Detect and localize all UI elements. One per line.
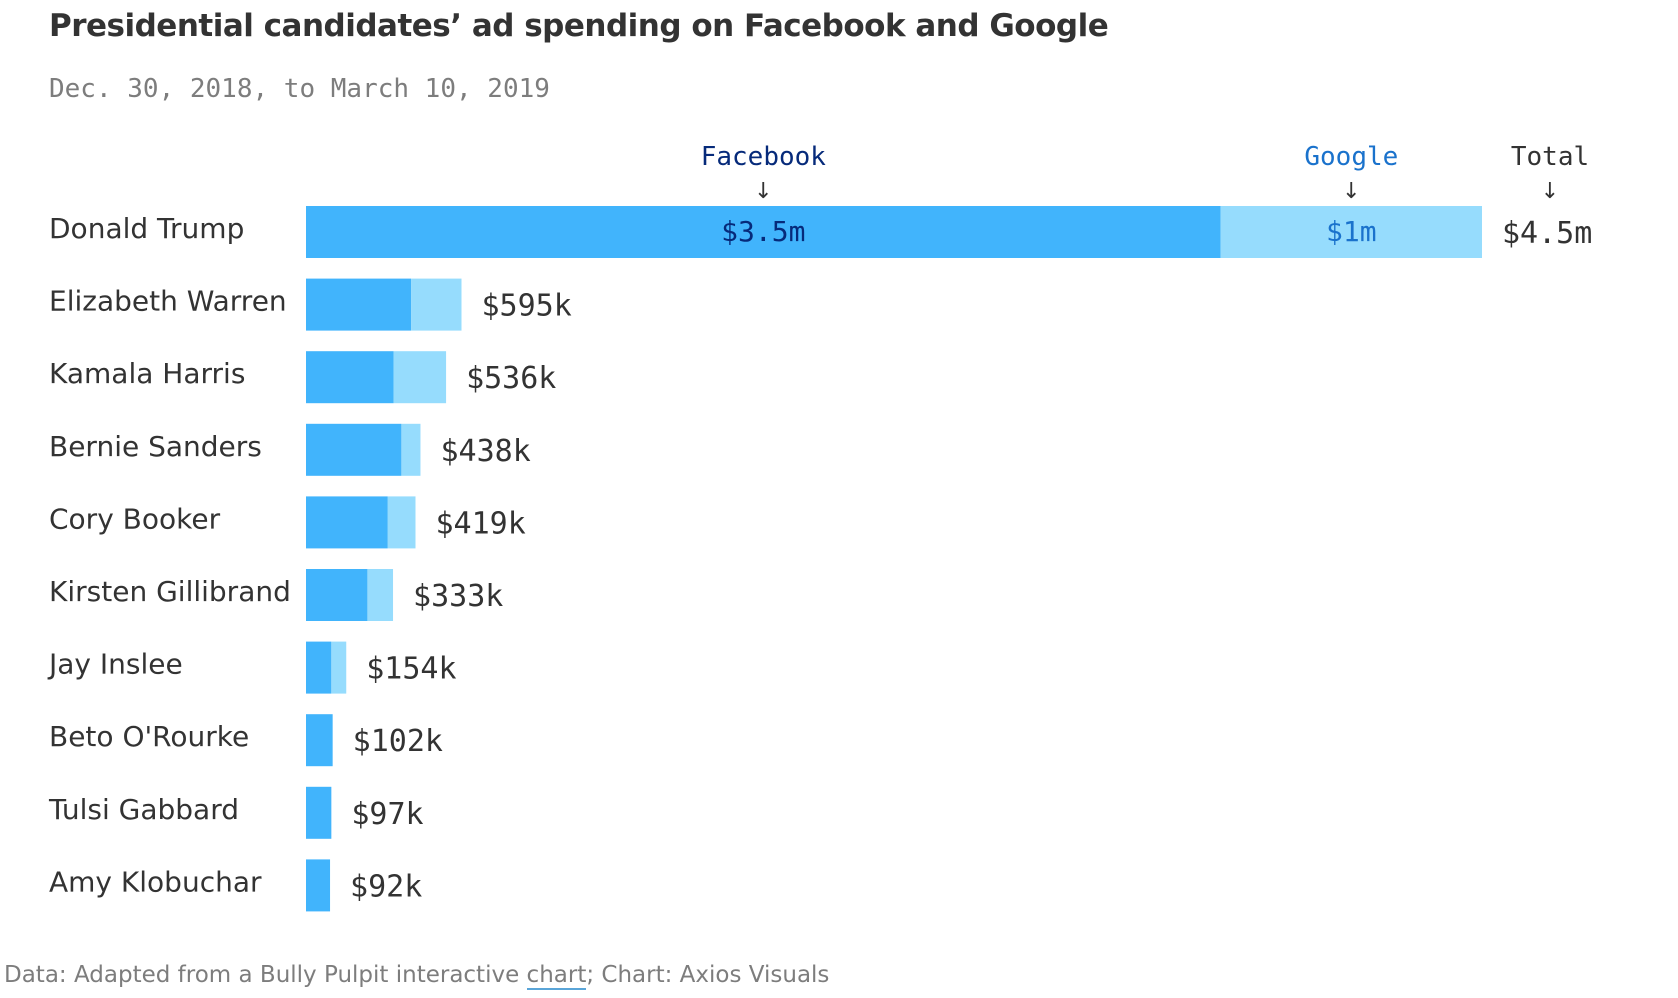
category-label-elizabeth-warren: Elizabeth Warren: [49, 285, 287, 318]
category-label-jay-inslee: Jay Inslee: [47, 648, 183, 681]
total-label-cory-booker: $419k: [435, 506, 525, 541]
total-label-tulsi-gabbard: $97k: [351, 797, 423, 832]
bar-row-jay-inslee: Jay Inslee $154k: [47, 641, 457, 694]
footer-credit-text: ; Chart: Axios Visuals: [586, 962, 830, 988]
footer-source-text: Data: Adapted from a Bully Pulpit intera…: [4, 962, 527, 988]
category-label-amy-klobuchar: Amy Klobuchar: [49, 865, 262, 898]
bar-facebook-jay-inslee: [306, 641, 332, 694]
bar-facebook-kirsten-gillibrand: [306, 569, 368, 621]
chart-subtitle: Dec. 30, 2018, to March 10, 2019: [49, 74, 550, 104]
bar-facebook-tulsi-gabbard: [306, 786, 332, 839]
legend-arrow-total: ↓: [1541, 179, 1559, 204]
total-label-beto-o-rourke: $102k: [353, 724, 443, 759]
bar-google-bernie-sanders: [401, 423, 421, 476]
chart-footer: Data: Adapted from a Bully Pulpit intera…: [4, 962, 830, 990]
data-label-google-donald-trump: $1m: [1326, 215, 1377, 248]
data-label-facebook-donald-trump: $3.5m: [721, 215, 805, 248]
chart-title: Presidential candidates’ ad spending on …: [49, 8, 1109, 44]
legend-total: Total: [1511, 142, 1589, 172]
category-label-cory-booker: Cory Booker: [49, 502, 221, 535]
bar-row-bernie-sanders: Bernie Sanders $438k: [49, 423, 531, 476]
bar-google-elizabeth-warren: [411, 278, 462, 331]
bar-facebook-donald-trump: [306, 206, 1221, 258]
bar-google-cory-booker: [387, 496, 416, 549]
bar-facebook-amy-klobuchar: [306, 859, 331, 912]
bar-google-jay-inslee: [331, 641, 347, 694]
bar-row-kirsten-gillibrand: Kirsten Gillibrand $333k: [49, 569, 503, 621]
legend-arrow-google: ↓: [1342, 179, 1360, 204]
total-label-jay-inslee: $154k: [366, 652, 456, 687]
legend-facebook: Facebook: [701, 142, 827, 172]
total-label-amy-klobuchar: $92k: [350, 869, 422, 904]
total-label-kamala-harris: $536k: [466, 361, 556, 396]
bar-row-tulsi-gabbard: Tulsi Gabbard $97k: [48, 786, 424, 839]
bar-google-kamala-harris: [393, 351, 447, 404]
category-label-beto-o-rourke: Beto O'Rourke: [49, 720, 249, 753]
bar-google-donald-trump: [1220, 206, 1482, 258]
bar-row-amy-klobuchar: Amy Klobuchar $92k: [49, 859, 422, 912]
bar-row-donald-trump: Donald Trump $3.5m $1m $4.5m: [49, 206, 1592, 258]
bar-google-kirsten-gillibrand: [367, 569, 394, 621]
total-label-kirsten-gillibrand: $333k: [413, 579, 503, 614]
category-label-donald-trump: Donald Trump: [49, 212, 244, 245]
bar-facebook-elizabeth-warren: [306, 278, 412, 331]
legend: Facebook ↓ Google ↓ Total ↓: [701, 142, 1589, 204]
bars: Donald Trump $3.5m $1m $4.5m Elizabeth Warre…: [47, 206, 1592, 912]
legend-arrow-facebook: ↓: [754, 179, 772, 204]
bar-facebook-cory-booker: [306, 496, 388, 549]
category-label-kirsten-gillibrand: Kirsten Gillibrand: [49, 575, 291, 608]
bar-facebook-bernie-sanders: [306, 423, 402, 476]
bar-row-kamala-harris: Kamala Harris $536k: [49, 351, 556, 404]
source-chart-link[interactable]: chart: [526, 962, 587, 990]
category-label-tulsi-gabbard: Tulsi Gabbard: [48, 793, 239, 826]
total-label-elizabeth-warren: $595k: [481, 289, 571, 324]
category-label-kamala-harris: Kamala Harris: [49, 357, 245, 390]
bar-row-cory-booker: Cory Booker $419k: [49, 496, 526, 549]
total-label-donald-trump: $4.5m: [1502, 216, 1592, 251]
legend-google: Google: [1304, 142, 1398, 172]
bar-row-elizabeth-warren: Elizabeth Warren $595k: [49, 278, 572, 331]
category-label-bernie-sanders: Bernie Sanders: [49, 430, 262, 463]
bar-facebook-kamala-harris: [306, 351, 394, 404]
bar-facebook-beto-o-rourke: [306, 714, 333, 767]
total-label-bernie-sanders: $438k: [440, 434, 530, 469]
bar-row-beto-o-rourke: Beto O'Rourke $102k: [49, 714, 443, 767]
